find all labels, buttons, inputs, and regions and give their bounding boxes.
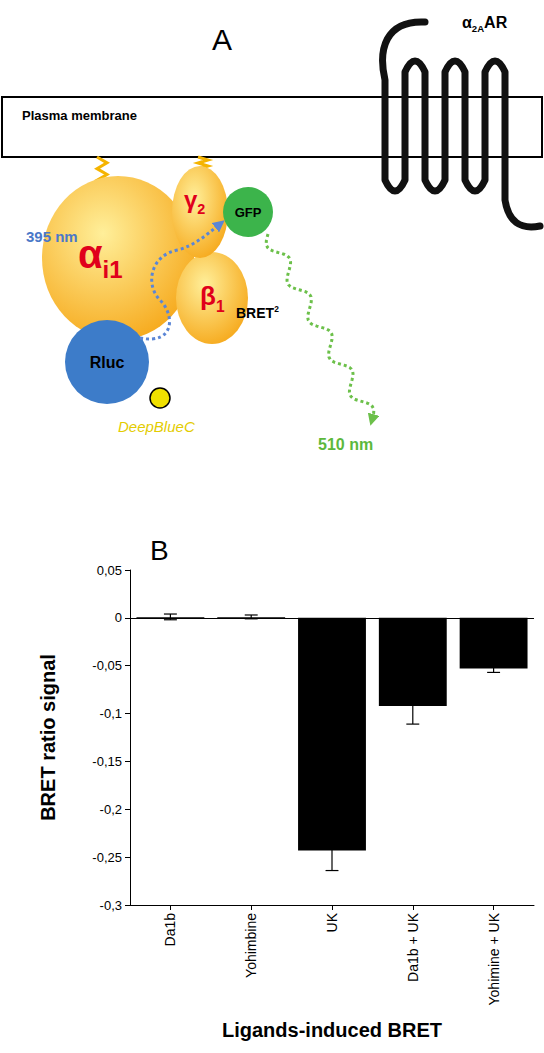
- svg-text:α2AAR: α2AAR: [462, 14, 508, 34]
- svg-text:395 nm: 395 nm: [26, 228, 78, 245]
- svg-text:Yohimbine: Yohimbine: [243, 913, 259, 978]
- svg-text:BRET ratio signal: BRET ratio signal: [37, 654, 59, 821]
- svg-text:-0,05: -0,05: [92, 658, 122, 673]
- svg-text:Rluc: Rluc: [90, 354, 125, 371]
- svg-text:Da1b: Da1b: [162, 913, 178, 947]
- svg-text:Ligands-induced BRET: Ligands-induced BRET: [222, 1019, 442, 1041]
- svg-text:Da1b + UK: Da1b + UK: [405, 912, 421, 982]
- svg-text:0,05: 0,05: [97, 563, 122, 578]
- svg-text:β1: β1: [200, 281, 225, 315]
- svg-text:-0,25: -0,25: [92, 850, 122, 865]
- svg-text:0: 0: [115, 610, 122, 625]
- svg-text:-0,1: -0,1: [100, 706, 122, 721]
- svg-text:Yohimine + UK: Yohimine + UK: [486, 912, 502, 1005]
- svg-text:-0,3: -0,3: [100, 898, 122, 913]
- svg-text:BRET2: BRET2: [236, 304, 279, 321]
- svg-text:510 nm: 510 nm: [318, 436, 373, 453]
- svg-text:UK: UK: [324, 912, 340, 932]
- svg-text:Plasma membrane: Plasma membrane: [22, 108, 137, 123]
- svg-text:-0,15: -0,15: [92, 754, 122, 769]
- svg-text:GFP: GFP: [235, 205, 262, 220]
- svg-text:DeepBlueC: DeepBlueC: [118, 418, 195, 435]
- svg-text:-0,2: -0,2: [100, 802, 122, 817]
- svg-text:γ2: γ2: [184, 186, 205, 217]
- svg-text:A: A: [212, 23, 232, 56]
- svg-text:αi1: αi1: [78, 232, 123, 283]
- svg-text:B: B: [150, 535, 169, 566]
